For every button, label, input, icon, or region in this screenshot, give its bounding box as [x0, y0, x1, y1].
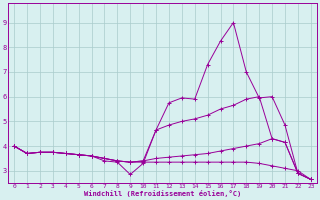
X-axis label: Windchill (Refroidissement éolien,°C): Windchill (Refroidissement éolien,°C) — [84, 190, 241, 197]
